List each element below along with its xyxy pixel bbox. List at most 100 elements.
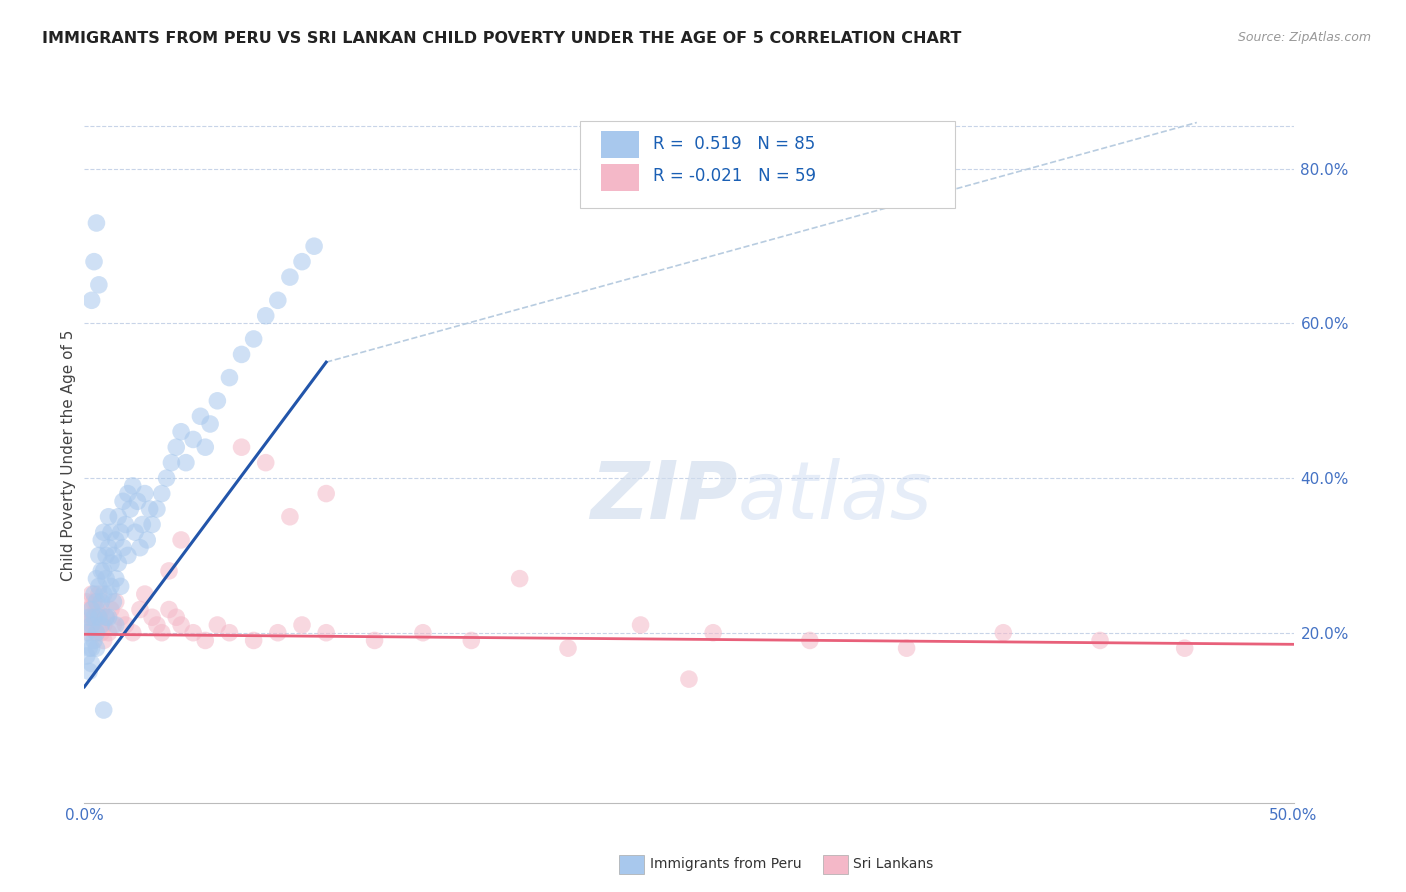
Point xyxy=(190,409,212,424)
Point xyxy=(117,486,139,500)
Point xyxy=(557,641,579,656)
Point xyxy=(993,625,1015,640)
Point xyxy=(80,610,103,624)
Point xyxy=(678,672,700,686)
Point xyxy=(83,618,105,632)
Point xyxy=(76,618,98,632)
Point xyxy=(104,533,127,547)
Point xyxy=(165,610,187,624)
Point xyxy=(141,517,163,532)
Point xyxy=(110,579,132,593)
Point xyxy=(97,625,120,640)
Point xyxy=(100,525,122,540)
Point xyxy=(107,556,129,570)
Point xyxy=(291,618,314,632)
Point xyxy=(121,625,143,640)
Point xyxy=(165,440,187,454)
Point xyxy=(97,587,120,601)
Point xyxy=(100,579,122,593)
Point xyxy=(129,541,152,555)
Point xyxy=(146,502,169,516)
Text: R = -0.021   N = 59: R = -0.021 N = 59 xyxy=(652,167,815,185)
Point xyxy=(83,610,105,624)
FancyBboxPatch shape xyxy=(581,121,955,208)
Point xyxy=(181,433,204,447)
Point xyxy=(104,572,127,586)
Point xyxy=(86,602,108,616)
Point xyxy=(87,610,110,624)
Point xyxy=(207,618,229,632)
Point xyxy=(76,595,98,609)
Point xyxy=(83,633,105,648)
Point xyxy=(100,556,122,570)
Point xyxy=(80,587,103,601)
Point xyxy=(702,625,724,640)
Point xyxy=(103,549,125,563)
Point xyxy=(80,641,103,656)
Point xyxy=(93,633,115,648)
Point xyxy=(77,665,100,679)
Point xyxy=(170,425,193,439)
Point xyxy=(242,332,264,346)
Point xyxy=(87,277,110,292)
Point xyxy=(90,533,112,547)
Point xyxy=(76,625,98,640)
Point xyxy=(198,417,221,431)
Text: atlas: atlas xyxy=(737,458,932,536)
Text: R =  0.519   N = 85: R = 0.519 N = 85 xyxy=(652,135,815,153)
Point xyxy=(174,456,197,470)
Point xyxy=(87,549,110,563)
Point xyxy=(146,618,169,632)
Point xyxy=(157,564,180,578)
Point xyxy=(104,618,127,632)
Point xyxy=(1174,641,1197,656)
Point xyxy=(129,602,152,616)
Text: Source: ZipAtlas.com: Source: ZipAtlas.com xyxy=(1237,31,1371,45)
Point xyxy=(136,533,159,547)
Point xyxy=(83,254,105,268)
Point xyxy=(218,625,240,640)
Point xyxy=(107,509,129,524)
Point xyxy=(114,517,136,532)
Point xyxy=(231,347,253,361)
Point xyxy=(315,486,337,500)
Point xyxy=(231,440,253,454)
Point xyxy=(278,509,301,524)
Point xyxy=(630,618,652,632)
Point xyxy=(138,502,160,516)
Point xyxy=(87,610,110,624)
Point xyxy=(170,533,193,547)
Point xyxy=(90,625,112,640)
Point xyxy=(291,254,314,268)
Point xyxy=(460,633,482,648)
Point xyxy=(93,564,115,578)
Point xyxy=(242,633,264,648)
Point xyxy=(207,393,229,408)
Point xyxy=(110,610,132,624)
Point xyxy=(218,370,240,384)
Point xyxy=(194,633,217,648)
Point xyxy=(93,525,115,540)
Point xyxy=(267,293,290,308)
Point xyxy=(86,625,108,640)
Point xyxy=(97,610,120,624)
Point xyxy=(112,494,135,508)
Point xyxy=(103,595,125,609)
Point xyxy=(134,486,156,500)
Point xyxy=(87,587,110,601)
Point xyxy=(124,525,146,540)
Point xyxy=(80,293,103,308)
Point xyxy=(80,618,103,632)
Point xyxy=(97,509,120,524)
Point xyxy=(93,587,115,601)
Point xyxy=(94,549,117,563)
Point xyxy=(80,602,103,616)
Point xyxy=(97,541,120,555)
Point xyxy=(150,486,173,500)
Point xyxy=(278,270,301,285)
Point xyxy=(134,587,156,601)
Point xyxy=(194,440,217,454)
Point xyxy=(100,602,122,616)
Point xyxy=(1088,633,1111,648)
Point xyxy=(83,595,105,609)
